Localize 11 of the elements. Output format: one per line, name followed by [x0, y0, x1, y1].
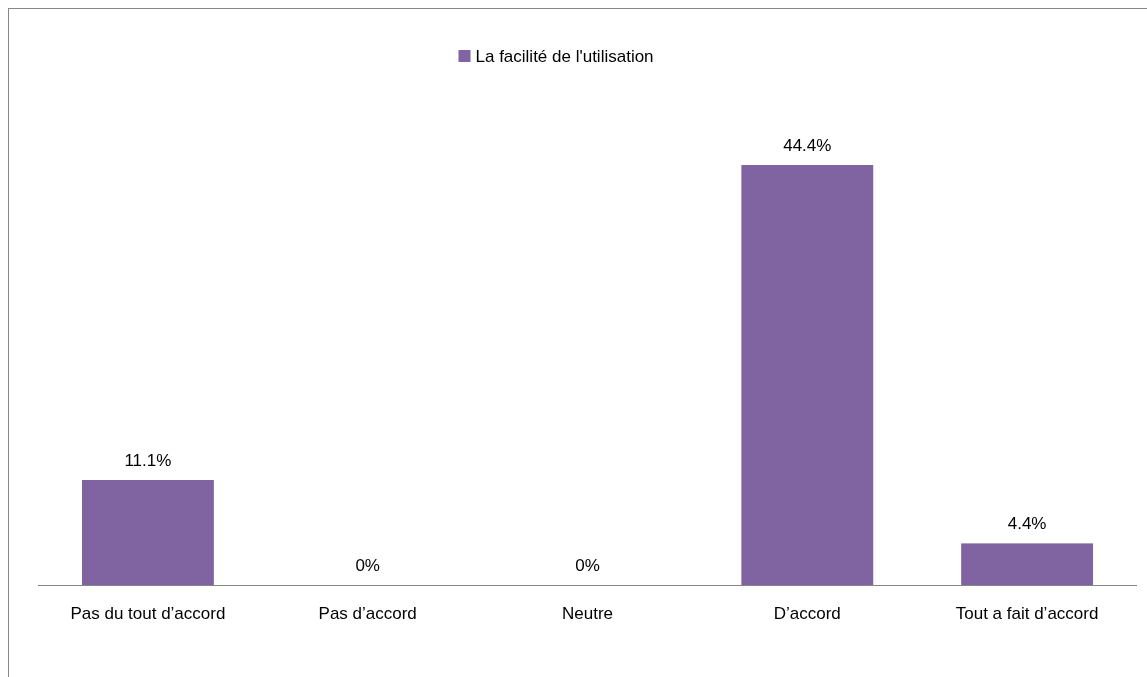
x-tick-label: D’accord — [773, 604, 841, 623]
x-tick-label: Tout a fait d’accord — [955, 604, 1099, 623]
data-label: 4.4% — [1007, 514, 1047, 534]
data-label: 11.1% — [124, 451, 172, 470]
data-label: 0% — [575, 556, 600, 575]
legend-label: La facilité de l'utilisation — [475, 47, 654, 66]
data-label: 0% — [355, 556, 380, 575]
data-label: 44.4% — [783, 136, 832, 155]
x-tick-label: Pas d’accord — [318, 604, 417, 623]
x-tick-label: Neutre — [561, 604, 614, 623]
x-tick-label: Pas du tout d’accord — [70, 604, 226, 623]
